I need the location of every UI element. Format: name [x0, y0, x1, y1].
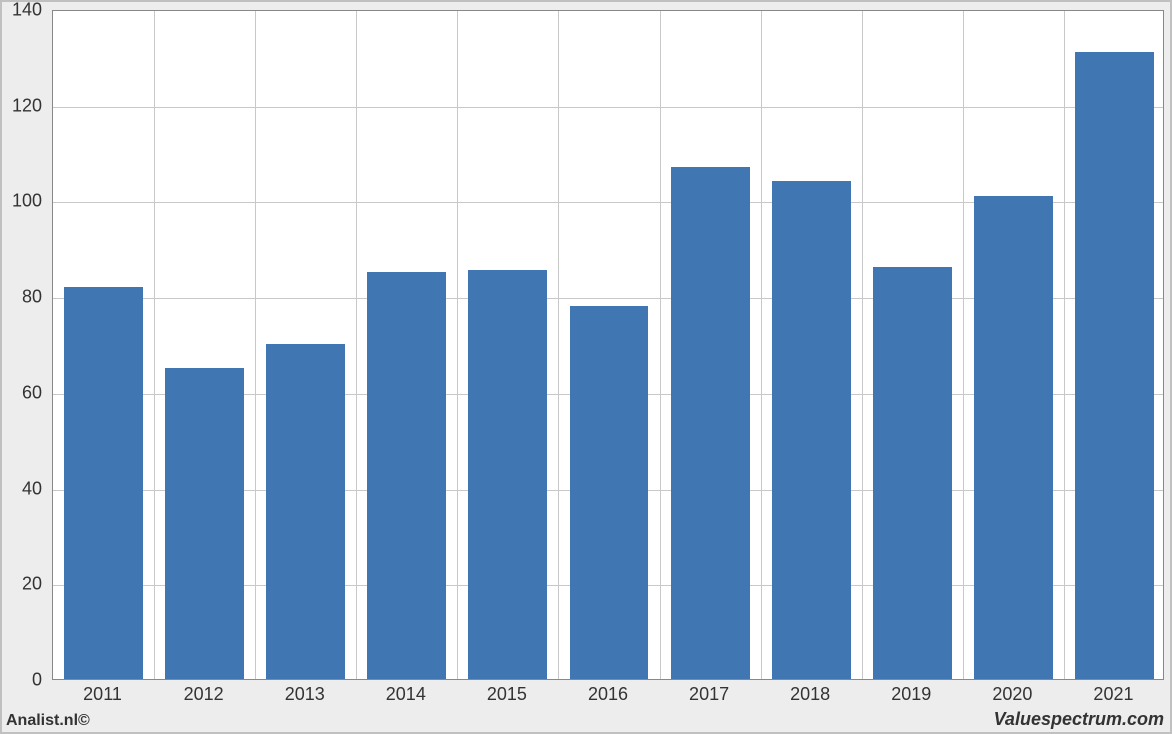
- gridline-v: [356, 11, 357, 679]
- bar-2015: [468, 270, 547, 679]
- bar-2018: [772, 181, 851, 679]
- ytick-label: 100: [2, 191, 42, 212]
- xtick-label: 2021: [1093, 684, 1133, 705]
- gridline-h: [53, 107, 1163, 108]
- gridline-v: [558, 11, 559, 679]
- xtick-label: 2012: [184, 684, 224, 705]
- gridline-v: [154, 11, 155, 679]
- gridline-v: [963, 11, 964, 679]
- credit-right: Valuespectrum.com: [994, 709, 1164, 730]
- gridline-v: [255, 11, 256, 679]
- bar-2014: [367, 272, 446, 679]
- bar-2017: [671, 167, 750, 679]
- ytick-label: 120: [2, 95, 42, 116]
- bar-2016: [570, 306, 649, 679]
- bar-2021: [1075, 52, 1154, 679]
- xtick-label: 2019: [891, 684, 931, 705]
- xtick-label: 2014: [386, 684, 426, 705]
- xtick-label: 2020: [992, 684, 1032, 705]
- gridline-v: [761, 11, 762, 679]
- ytick-label: 20: [2, 574, 42, 595]
- xtick-label: 2018: [790, 684, 830, 705]
- ytick-label: 0: [2, 670, 42, 691]
- ytick-label: 40: [2, 478, 42, 499]
- ytick-label: 140: [2, 0, 42, 21]
- bar-2020: [974, 196, 1053, 679]
- credit-left: Analist.nl©: [6, 712, 90, 730]
- gridline-v: [862, 11, 863, 679]
- ytick-label: 60: [2, 382, 42, 403]
- xtick-label: 2015: [487, 684, 527, 705]
- xtick-label: 2016: [588, 684, 628, 705]
- bar-2011: [64, 287, 143, 679]
- xtick-label: 2013: [285, 684, 325, 705]
- gridline-v: [1064, 11, 1065, 679]
- bar-2012: [165, 368, 244, 679]
- xtick-label: 2011: [83, 684, 122, 705]
- bar-2019: [873, 267, 952, 679]
- bar-2013: [266, 344, 345, 679]
- xtick-label: 2017: [689, 684, 729, 705]
- gridline-v: [660, 11, 661, 679]
- plot-area: [52, 10, 1164, 680]
- chart-frame: 0 20 40 60 80 100 120 140 2011 2012 2013 2014 2015 2…: [0, 0, 1172, 734]
- ytick-label: 80: [2, 287, 42, 308]
- gridline-v: [457, 11, 458, 679]
